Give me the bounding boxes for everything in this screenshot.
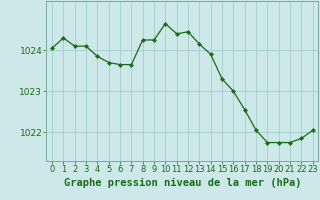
X-axis label: Graphe pression niveau de la mer (hPa): Graphe pression niveau de la mer (hPa) bbox=[64, 178, 301, 188]
